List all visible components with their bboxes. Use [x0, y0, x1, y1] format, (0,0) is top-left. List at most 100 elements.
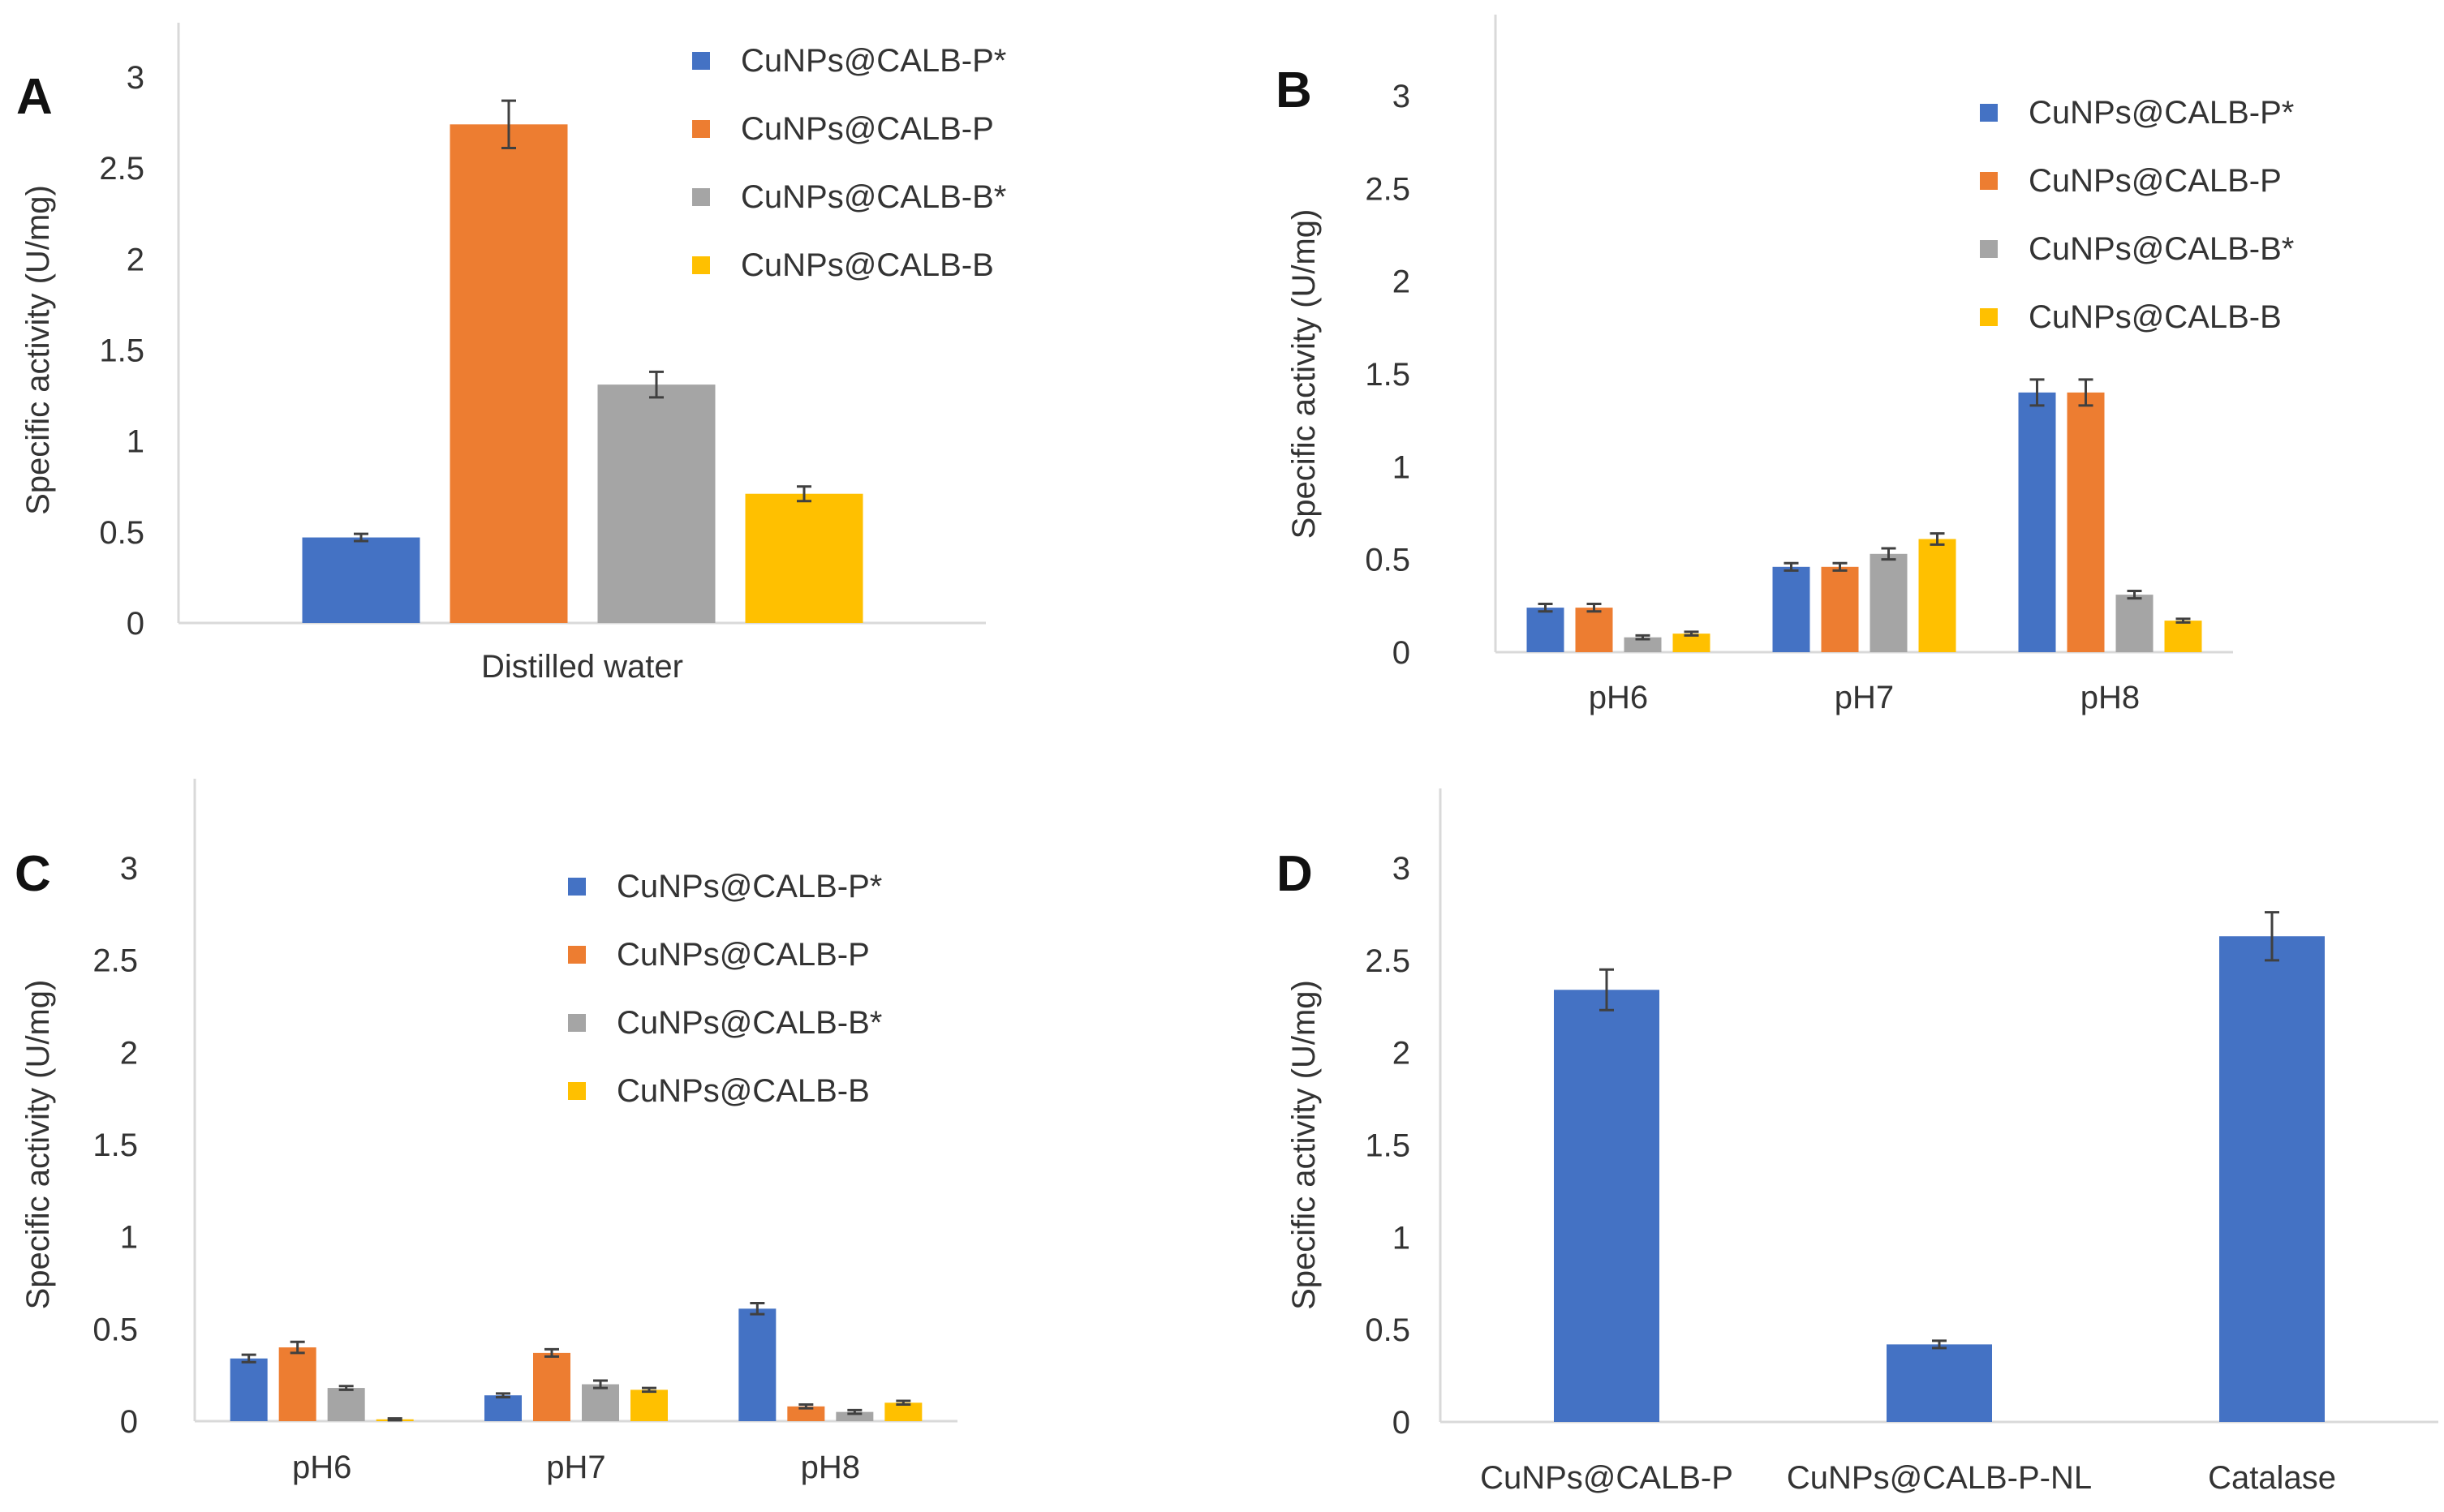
legend-swatch [568, 946, 586, 964]
bar-cunps-calb-p-ph6 [278, 1347, 316, 1421]
x-category-label: pH6 [292, 1450, 351, 1485]
y-tick-label: 0.5 [1365, 1312, 1410, 1348]
y-tick-label: 0 [1392, 635, 1410, 671]
y-tick-label: 0.5 [1365, 543, 1410, 578]
y-tick-label: 2 [127, 242, 144, 277]
error-bar [290, 1340, 305, 1355]
bar-cunps-calb-b-ph7 [582, 1384, 619, 1421]
bar-cunps-calb-p-distilled-water [302, 537, 420, 623]
bar-cunps-calb-b-ph7 [630, 1390, 668, 1421]
bar-cunps-calb-p-ph7 [1821, 566, 1859, 652]
y-tick-label: 1.5 [1365, 1128, 1410, 1164]
bar-cunps-calb-p-ph6 [1575, 608, 1613, 652]
y-tick-label: 2.5 [1365, 943, 1410, 979]
legend-label: CuNPs@CALB-B [2029, 299, 2282, 335]
legend-label: CuNPs@CALB-B [617, 1073, 870, 1109]
error-bar [847, 1408, 863, 1415]
y-tick-label: 2.5 [99, 151, 144, 187]
error-bar [1932, 1339, 1947, 1350]
x-category-label: Distilled water [481, 649, 683, 685]
legend-swatch [568, 1014, 586, 1032]
error-bar [338, 1385, 354, 1391]
error-bar [1586, 603, 1602, 613]
legend-swatch [692, 120, 710, 138]
panel-letter: A [16, 69, 53, 125]
legend: CuNPs@CALB-P* CuNPs@CALB-P CuNPs@CALB-B* Cu… [568, 869, 882, 1109]
bar-cunps-calb-b-ph7 [1870, 553, 1908, 652]
panel-letter: D [1276, 846, 1313, 902]
bar-cunps-calb-b-ph6 [327, 1388, 365, 1421]
bar-series-cunps-calb-p [1554, 990, 1659, 1422]
bar-cunps-calb-p-ph7 [533, 1352, 570, 1421]
y-tick-label: 3 [1392, 851, 1410, 887]
bar-cunps-calb-b-ph8 [2115, 595, 2154, 652]
panel-a: A Specific activity (U/mg) 0 0.5 1 1.5 2 2.5 3 Di… [16, 23, 1006, 685]
legend-swatch [1980, 172, 1998, 190]
x-category-label: pH7 [546, 1450, 605, 1485]
error-bar [387, 1417, 402, 1422]
error-bar [797, 485, 811, 503]
error-bar [798, 1403, 814, 1410]
x-category-label: pH7 [1835, 680, 1894, 715]
y-tick-label: 1 [1392, 449, 1410, 485]
legend-swatch [692, 52, 710, 70]
error-bar [501, 99, 516, 149]
y-tick-label: 0 [1392, 1405, 1410, 1441]
legend-label: CuNPs@CALB-P* [2029, 95, 2294, 131]
x-category-label: CuNPs@CALB-P [1480, 1460, 1733, 1496]
panel-letter: C [15, 846, 51, 902]
bar-cunps-calb-p-ph6 [1526, 608, 1564, 652]
bar-cunps-calb-p-ph7 [484, 1395, 522, 1421]
legend-label: CuNPs@CALB-P* [741, 43, 1006, 79]
error-bar [354, 532, 368, 543]
bar-cunps-calb-p-ph8 [738, 1308, 777, 1421]
bar-cunps-calb-b-ph6 [1624, 637, 1662, 652]
error-bar [2127, 590, 2142, 600]
panel-d: D Specific activity (U/mg) 0 0.5 1 1.5 2 2.5 3 Cu… [1276, 788, 2438, 1496]
bar-series-cunps-calb-p-nl [1887, 1344, 1992, 1422]
error-bar [1635, 634, 1650, 641]
bar-cunps-calb-b-distilled-water [745, 493, 863, 623]
bar-cunps-calb-p-ph8 [2067, 392, 2105, 652]
bar-cunps-calb-b-ph8 [836, 1411, 874, 1421]
y-tick-label: 3 [120, 851, 138, 887]
legend-swatch [1980, 308, 1998, 326]
x-category-label: CuNPs@CALB-P-NL [1787, 1460, 2092, 1496]
bar-cunps-calb-b-distilled-water [597, 384, 716, 623]
y-tick-label: 2 [1392, 1036, 1410, 1072]
x-category-label: pH8 [2080, 680, 2140, 715]
bar-cunps-calb-b-ph7 [1918, 539, 1956, 652]
legend-swatch [568, 1082, 586, 1100]
panel-c: C Specific activity (U/mg) 0 0.5 1 1.5 2 2.5 3 pH… [15, 779, 957, 1485]
bar-cunps-calb-b-ph8 [884, 1402, 923, 1421]
error-bar [2029, 378, 2045, 407]
y-tick-label: 0.5 [99, 515, 144, 551]
error-bar [2175, 617, 2191, 624]
legend-label: CuNPs@CALB-B* [741, 179, 1006, 215]
legend-swatch [692, 256, 710, 274]
y-tick-label: 1.5 [93, 1128, 138, 1163]
legend: CuNPs@CALB-P* CuNPs@CALB-P CuNPs@CALB-B* Cu… [1980, 95, 2294, 335]
error-bar [1684, 630, 1699, 637]
bar-cunps-calb-b-ph6 [1672, 634, 1710, 652]
error-bar [593, 1379, 608, 1390]
y-tick-label: 0.5 [93, 1312, 138, 1347]
legend-swatch [692, 188, 710, 206]
legend: CuNPs@CALB-P* CuNPs@CALB-P CuNPs@CALB-B* Cu… [692, 43, 1006, 283]
panel-b: B Specific activity (U/mg) 0 0.5 1 1.5 2 2.5 3 pH… [1276, 15, 2294, 715]
y-tick-label: 1 [127, 424, 144, 460]
y-axis-label: Specific activity (U/mg) [1286, 980, 1322, 1310]
y-tick-label: 3 [127, 60, 144, 96]
y-axis-label: Specific activity (U/mg) [20, 980, 56, 1310]
legend-label: CuNPs@CALB-P* [617, 869, 882, 904]
bar-cunps-calb-p-ph8 [787, 1406, 825, 1421]
y-axis-label: Specific activity (U/mg) [1286, 209, 1322, 539]
error-bar [896, 1399, 911, 1407]
y-tick-label: 2.5 [1365, 171, 1410, 207]
error-bar [750, 1302, 765, 1316]
error-bar [1599, 968, 1614, 1012]
error-bar [1538, 603, 1553, 613]
y-tick-label: 2 [120, 1035, 138, 1071]
legend-label: CuNPs@CALB-P [2029, 163, 2282, 199]
legend-label: CuNPs@CALB-B* [2029, 231, 2294, 267]
